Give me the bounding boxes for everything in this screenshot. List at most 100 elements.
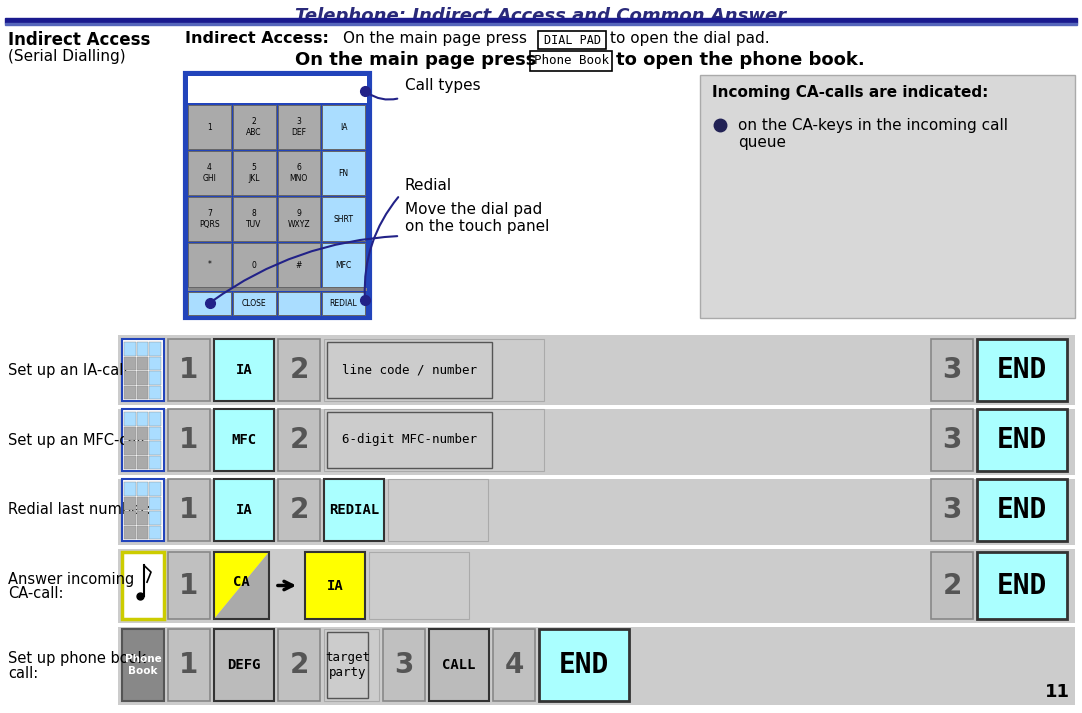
Bar	[136, 412, 148, 426]
Text: CLOSE: CLOSE	[241, 299, 266, 308]
Bar	[124, 426, 135, 440]
Text: REDIAL: REDIAL	[330, 299, 357, 308]
Bar	[931, 552, 973, 619]
Bar	[188, 243, 230, 287]
Bar	[530, 51, 612, 71]
Bar	[168, 479, 210, 541]
Bar	[214, 339, 274, 401]
Bar	[305, 552, 365, 619]
Text: 3: 3	[942, 426, 962, 454]
Bar	[278, 629, 320, 701]
Bar	[322, 151, 365, 195]
Bar	[327, 412, 492, 468]
Text: 4: 4	[504, 651, 524, 679]
Bar	[428, 629, 489, 701]
Bar	[122, 409, 164, 471]
Bar	[233, 151, 276, 195]
Bar	[322, 292, 365, 315]
Bar	[214, 629, 274, 701]
Text: 2: 2	[289, 426, 308, 454]
Text: ⇔: ⇔	[207, 299, 212, 308]
Text: #: #	[295, 260, 302, 270]
Text: 1: 1	[180, 572, 199, 600]
Bar	[233, 105, 276, 149]
Bar	[233, 197, 276, 241]
Text: Set up an IA-call:: Set up an IA-call:	[8, 362, 132, 377]
Bar	[188, 288, 367, 291]
Bar	[118, 335, 1076, 405]
Bar	[149, 356, 161, 370]
Text: call:: call:	[8, 665, 38, 680]
Bar	[168, 339, 210, 401]
Bar	[5, 18, 1077, 23]
Text: MFC: MFC	[335, 260, 352, 270]
Bar	[278, 409, 320, 471]
Bar	[188, 105, 230, 149]
Bar	[168, 629, 210, 701]
Bar	[278, 339, 320, 401]
Bar	[188, 76, 367, 103]
Bar	[124, 496, 135, 510]
Bar	[124, 525, 135, 539]
Text: 3: 3	[942, 356, 962, 384]
Bar	[136, 426, 148, 440]
Text: 2: 2	[289, 496, 308, 524]
Bar	[322, 197, 365, 241]
Bar	[277, 243, 320, 287]
Text: Indirect Access:: Indirect Access:	[185, 31, 329, 46]
Bar	[214, 479, 274, 541]
Text: 5
JKL: 5 JKL	[249, 163, 260, 183]
Bar	[324, 409, 544, 471]
Bar	[136, 456, 148, 469]
Text: line code / number: line code / number	[342, 364, 477, 376]
Text: REDIAL: REDIAL	[329, 503, 379, 517]
Text: MFC: MFC	[232, 433, 256, 447]
Text: 2
ABC: 2 ABC	[247, 118, 262, 137]
Bar	[124, 386, 135, 399]
Text: 2: 2	[289, 356, 308, 384]
Text: Telephone: Indirect Access and Common Answer: Telephone: Indirect Access and Common An…	[295, 7, 787, 25]
Bar	[118, 475, 1076, 545]
Bar	[322, 105, 365, 149]
Bar	[493, 629, 535, 701]
Bar	[136, 496, 148, 510]
Bar	[149, 386, 161, 399]
Text: 6-digit MFC-number: 6-digit MFC-number	[342, 434, 477, 446]
Bar	[136, 441, 148, 454]
Bar	[124, 441, 135, 454]
Text: 3: 3	[942, 496, 962, 524]
Bar	[931, 409, 973, 471]
Text: 2: 2	[942, 572, 962, 600]
Bar	[277, 197, 320, 241]
Polygon shape	[214, 552, 269, 619]
Bar	[118, 548, 1076, 623]
Text: On the main page press: On the main page press	[343, 31, 527, 46]
Bar	[278, 479, 320, 541]
Bar	[233, 292, 276, 315]
Bar	[388, 479, 488, 541]
Text: END: END	[559, 651, 609, 679]
Text: 6
MNO: 6 MNO	[290, 163, 308, 183]
Text: 11: 11	[1045, 683, 1070, 701]
Bar	[118, 405, 1076, 475]
Bar	[124, 511, 135, 525]
Text: 1: 1	[207, 123, 212, 131]
Bar	[136, 525, 148, 539]
Text: CALL: CALL	[443, 658, 476, 672]
Text: IA: IA	[340, 123, 347, 131]
Bar	[931, 479, 973, 541]
Text: to open the dial pad.: to open the dial pad.	[610, 31, 769, 46]
Bar	[124, 342, 135, 356]
Text: *: *	[208, 260, 211, 270]
Bar	[118, 623, 1076, 627]
Bar	[118, 475, 1076, 479]
Text: END: END	[997, 496, 1047, 524]
Text: 3: 3	[394, 651, 413, 679]
Bar	[118, 405, 1076, 409]
Bar	[324, 479, 384, 541]
Bar	[538, 31, 606, 49]
Bar	[122, 552, 164, 619]
Bar	[149, 511, 161, 525]
Bar	[188, 292, 230, 315]
Bar	[277, 151, 320, 195]
